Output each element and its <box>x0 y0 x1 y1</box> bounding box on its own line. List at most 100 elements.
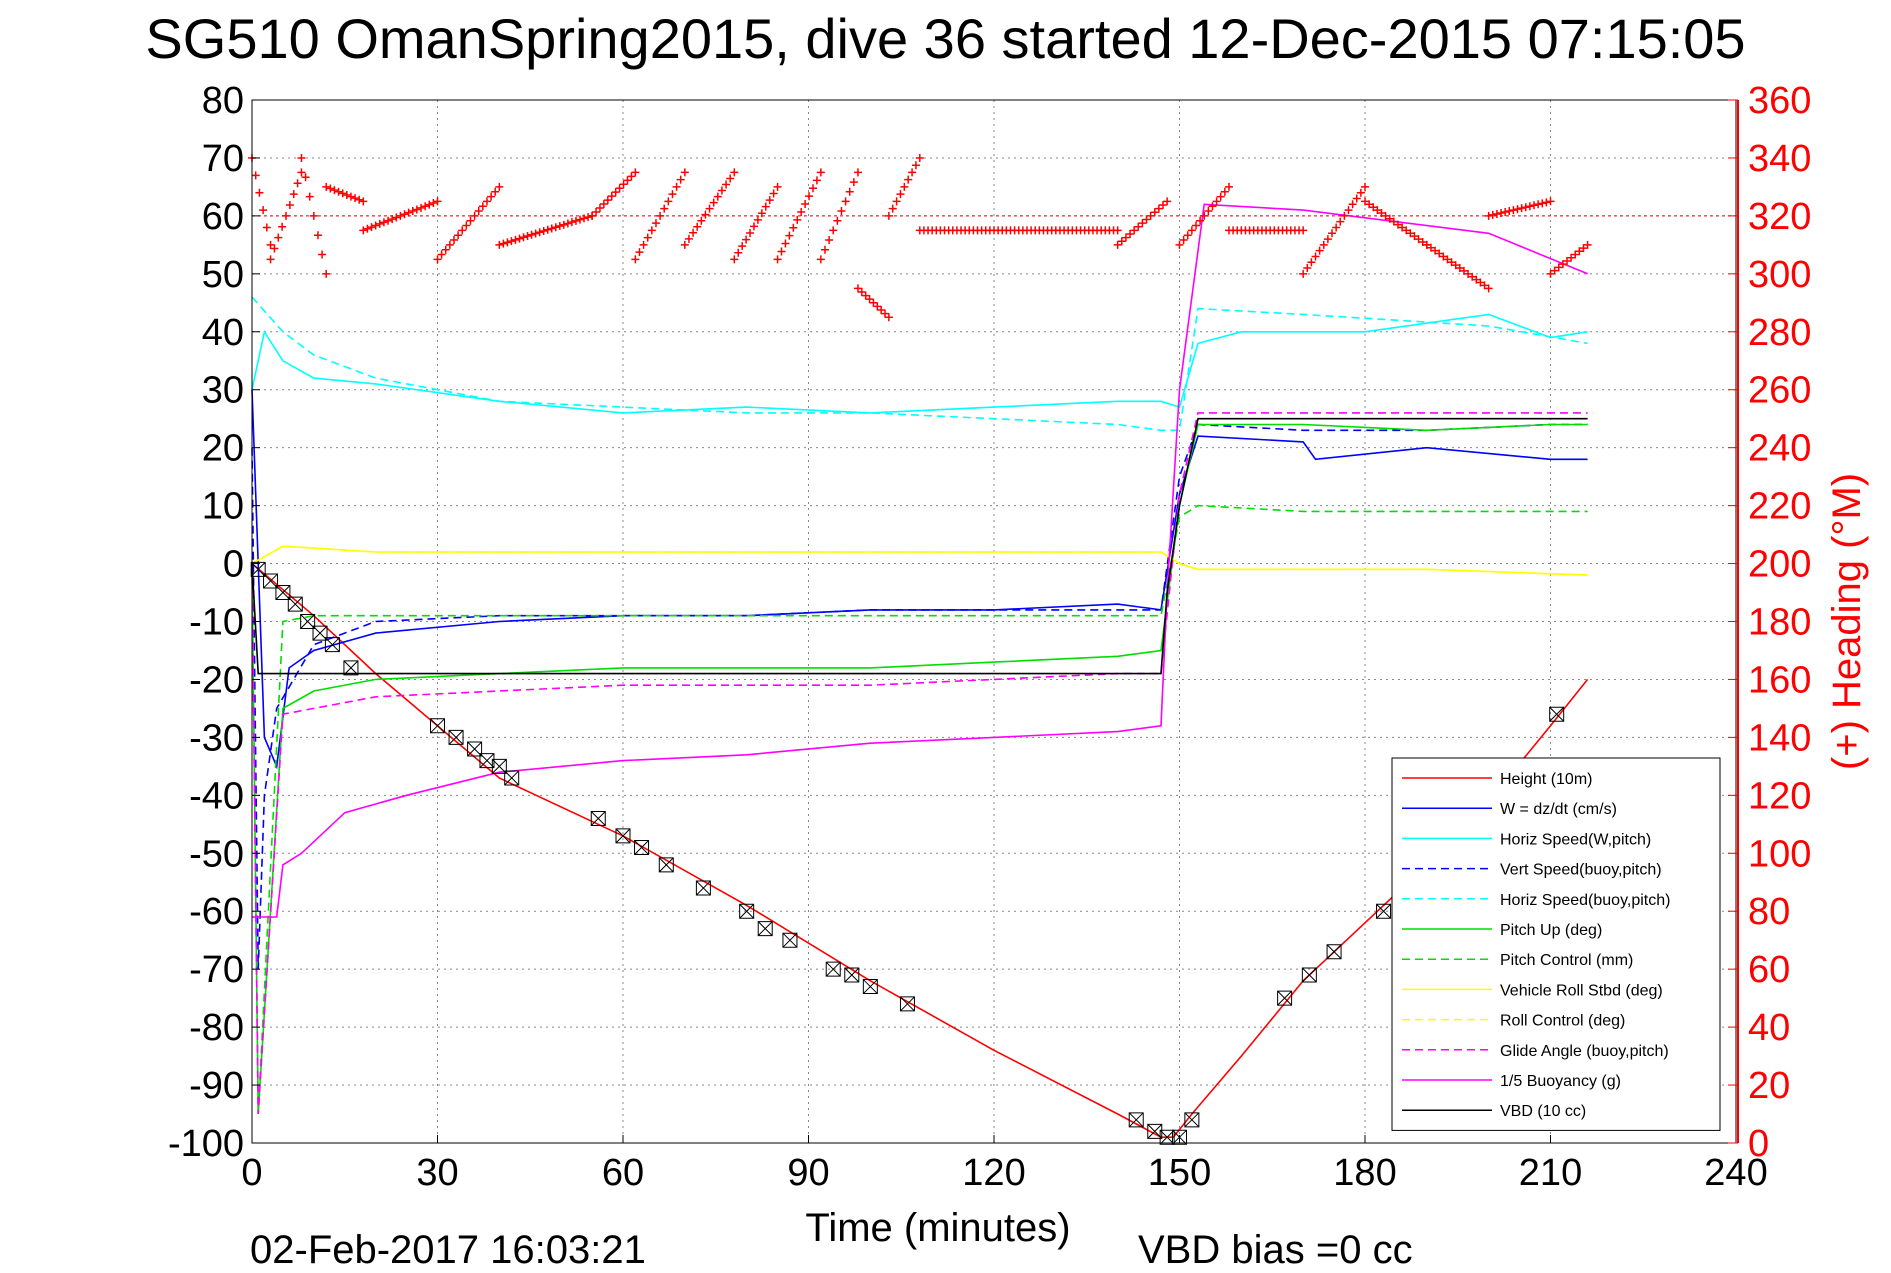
heading-point <box>1426 243 1435 252</box>
heading-point <box>892 197 901 206</box>
heading-point <box>445 240 454 249</box>
heading-point <box>511 235 520 244</box>
heading-point <box>313 231 322 240</box>
heading-point <box>1464 269 1473 278</box>
heading-point <box>466 216 475 225</box>
right-tick-label: 140 <box>1748 717 1811 759</box>
heading-point <box>1538 199 1547 208</box>
heading-point <box>555 221 564 230</box>
heading-point <box>330 186 339 195</box>
heading-point <box>580 214 589 223</box>
heading-point <box>305 192 314 201</box>
heading-point <box>1550 266 1559 275</box>
heading-point <box>1422 240 1431 249</box>
heading-point <box>363 224 372 233</box>
heading-point <box>857 287 866 296</box>
heading-point <box>1138 219 1147 228</box>
legend: Height (10m) W = dz/dt (cm/s) Horiz Speed(… <box>1391 757 1721 1131</box>
right-tick-label: 260 <box>1748 370 1811 412</box>
chart-title: SG510 OmanSpring2015, dive 36 started 12… <box>145 7 1746 70</box>
y-tick-label: 80 <box>202 80 244 122</box>
heading-point <box>769 189 778 198</box>
legend-box <box>1391 757 1721 1131</box>
sample-marker <box>844 967 860 983</box>
series-line-height <box>251 562 1589 1138</box>
y-tick-label: -70 <box>189 949 244 991</box>
y-tick-label: 50 <box>202 254 244 296</box>
sample-marker <box>300 614 316 629</box>
heading-point <box>1319 240 1328 249</box>
heading-point <box>668 190 677 199</box>
heading-point <box>379 218 388 227</box>
heading-point <box>1200 211 1209 220</box>
right-tick-label: 20 <box>1748 1065 1790 1107</box>
heading-point <box>297 153 306 162</box>
sample-marker <box>250 561 266 577</box>
axes: 0 30 60 90 120 150 180 210 24080706050403020100-… <box>168 80 1869 1250</box>
heading-point <box>1224 182 1233 191</box>
heading-point <box>1459 266 1468 275</box>
heading-point <box>1435 249 1444 258</box>
heading-point <box>1336 217 1345 226</box>
heading-point <box>1389 217 1398 226</box>
heading-point <box>342 190 351 199</box>
heading-point <box>845 187 854 196</box>
right-tick-label: 280 <box>1748 312 1811 354</box>
heading-point <box>1126 229 1135 238</box>
heading-point <box>915 153 924 162</box>
heading-point <box>865 295 874 304</box>
series-line-buoy <box>252 203 1588 918</box>
sample-marker <box>695 880 711 896</box>
right-tick-label: 320 <box>1748 196 1811 238</box>
heading-point <box>1501 208 1510 217</box>
heading-point <box>584 213 593 222</box>
heading-point <box>805 192 814 201</box>
right-tick-label: 180 <box>1748 602 1811 644</box>
y-tick-label: -20 <box>189 659 244 701</box>
heading-point <box>603 196 612 205</box>
heading-point <box>680 168 689 177</box>
sample-marker <box>479 753 495 769</box>
right-tick-label: 160 <box>1748 659 1811 701</box>
heading-point <box>412 205 421 214</box>
heading-point <box>812 176 821 185</box>
heading-point <box>262 223 271 232</box>
heading-point <box>563 219 572 228</box>
heading-point <box>1183 231 1192 240</box>
heading-point <box>753 215 762 224</box>
right-tick-label: 220 <box>1748 486 1811 528</box>
heading-point <box>421 202 430 211</box>
legend-label-rollc: Roll Control (deg) <box>1500 1013 1625 1030</box>
right-tick-label: 100 <box>1748 833 1811 875</box>
heading-point <box>1315 246 1324 255</box>
heading-point <box>785 231 794 240</box>
heading-point <box>1332 223 1341 232</box>
heading-point <box>738 242 747 251</box>
heading-point <box>1451 261 1460 270</box>
heading-point <box>911 161 920 170</box>
heading-point <box>351 194 360 203</box>
heading-point <box>773 182 782 191</box>
heading-point <box>259 206 268 215</box>
heading-point <box>607 192 616 201</box>
heading-point <box>1204 207 1213 216</box>
legend-label-pitchc: Pitch Control (mm) <box>1500 952 1633 969</box>
x-tick-label: 30 <box>416 1152 458 1194</box>
heading-point <box>1431 246 1440 255</box>
heading-point <box>1303 264 1312 273</box>
heading-point <box>355 195 364 204</box>
series-line-horiz <box>251 313 1588 414</box>
heading-point <box>689 228 698 237</box>
heading-point <box>709 198 718 207</box>
sample-marker <box>448 729 464 745</box>
y-tick-label: -100 <box>168 1123 244 1165</box>
heading-point <box>482 197 491 206</box>
heading-point <box>384 216 393 225</box>
heading-point <box>1323 235 1332 244</box>
heading-point <box>647 226 656 235</box>
y-tick-label: 70 <box>202 138 244 180</box>
heading-point <box>884 211 893 220</box>
heading-point <box>1497 208 1506 217</box>
heading-point <box>639 240 648 249</box>
heading-point <box>635 248 644 257</box>
